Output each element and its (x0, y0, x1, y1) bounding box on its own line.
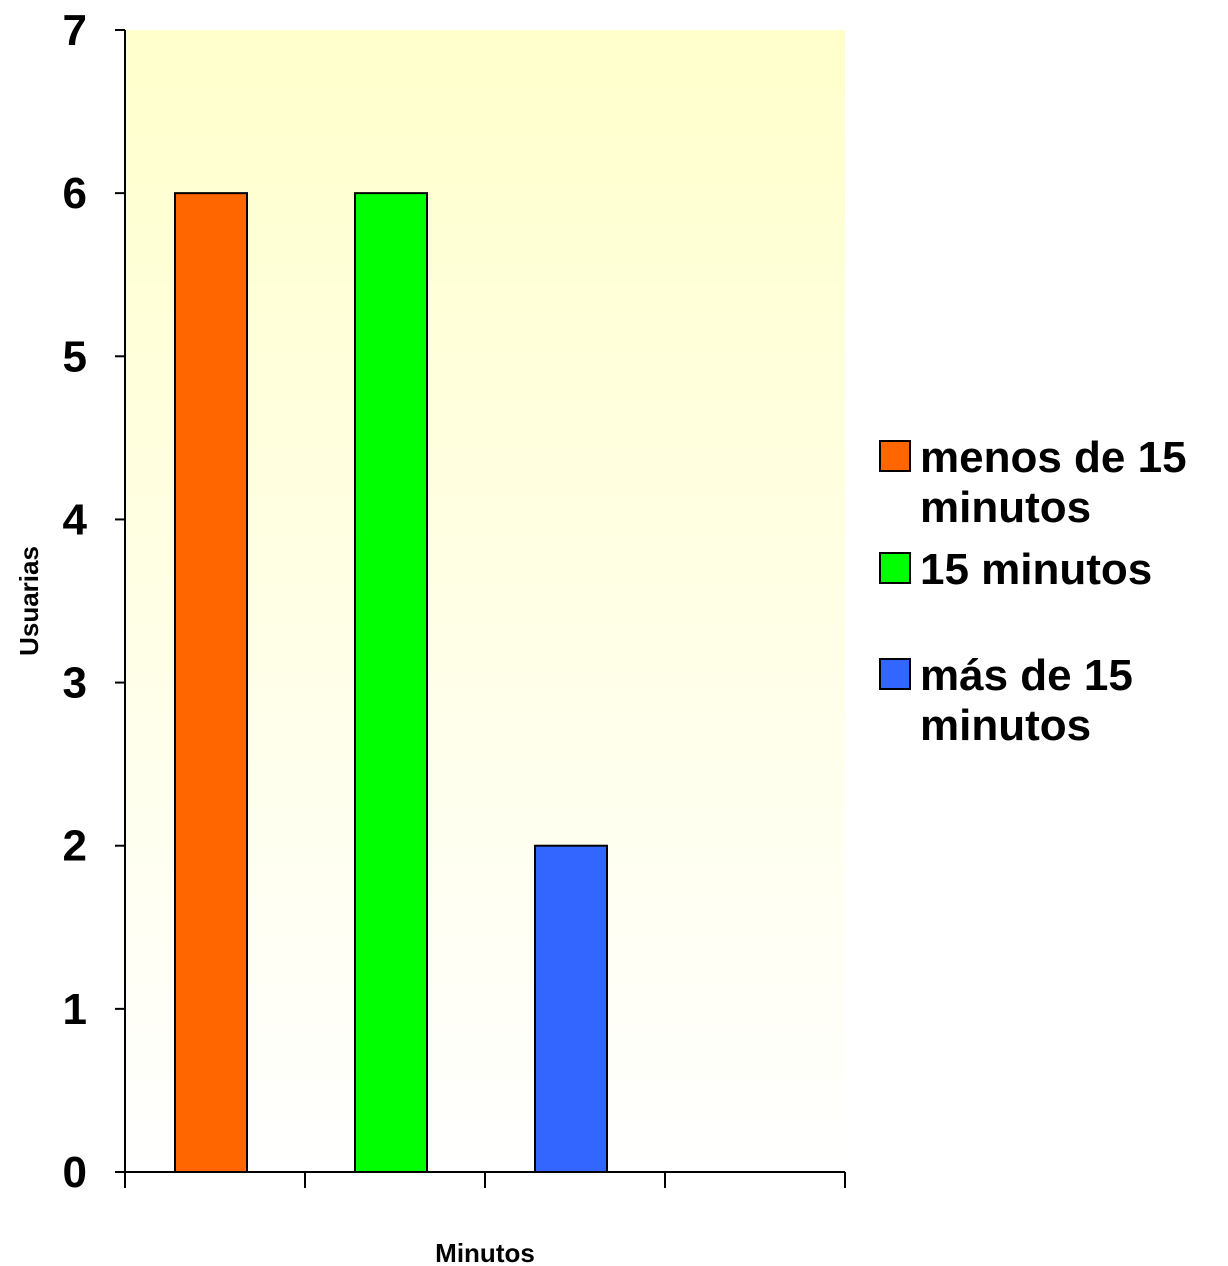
bars-group (174, 192, 608, 1173)
legend-swatch-0 (879, 440, 911, 472)
y-ticks-group: 0 1 2 3 4 5 6 7 (63, 6, 125, 1197)
y-tick-label: 0 (63, 1148, 87, 1197)
y-tick-label: 7 (63, 6, 87, 55)
x-ticks-group (124, 1172, 846, 1188)
y-tick-label: 4 (63, 495, 88, 544)
y-tick-label: 6 (63, 169, 87, 218)
legend-swatch-2 (879, 658, 911, 690)
y-tick-label: 5 (63, 332, 87, 381)
legend-label-2: más de 15 (920, 651, 1133, 700)
bar-series-1 (354, 192, 428, 1173)
bar-series-2 (534, 844, 608, 1173)
y-tick-label: 2 (63, 822, 87, 871)
legend-swatch-1 (879, 552, 911, 584)
y-tick-label: 3 (63, 659, 87, 708)
legend-label-1: 15 minutos (920, 545, 1152, 594)
legend-label-0: menos de 15 (920, 433, 1187, 482)
legend-label-2: minutos (920, 701, 1091, 750)
legend-label-0: minutos (920, 483, 1091, 532)
x-axis-title: Minutos (435, 1238, 535, 1266)
bar-series-0 (174, 192, 248, 1173)
y-axis-title: Usuarias (14, 546, 44, 656)
y-tick-label: 1 (63, 985, 87, 1034)
